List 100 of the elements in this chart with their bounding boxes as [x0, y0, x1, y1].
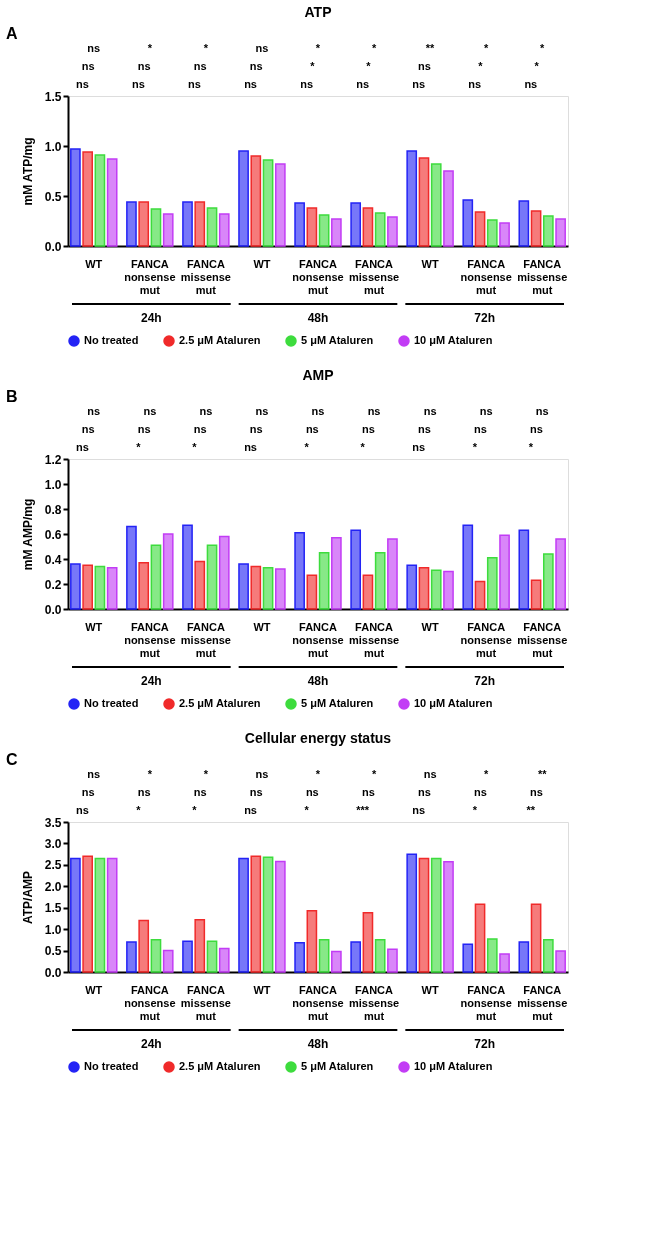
bar	[182, 940, 193, 973]
y-axis-title: mM AMP/mg	[20, 498, 35, 571]
text: *	[528, 441, 534, 453]
y-tick-label: 3.5	[44, 815, 62, 830]
bar	[206, 207, 218, 247]
bar	[418, 857, 430, 973]
bar	[462, 524, 474, 610]
text: *	[192, 804, 198, 816]
bar	[499, 953, 510, 973]
bar	[499, 534, 510, 610]
text: ns	[244, 78, 257, 90]
bar	[486, 938, 498, 973]
text: ns	[199, 405, 213, 417]
bar	[150, 939, 162, 973]
x-tick-label: FANCA nonsense mut	[124, 257, 176, 296]
x-tick-label: WT	[253, 983, 271, 996]
bar	[518, 941, 530, 973]
bar	[218, 947, 230, 973]
bar	[462, 943, 474, 973]
y-tick-label: 1.2	[44, 452, 62, 467]
text: ns	[87, 768, 101, 780]
bar	[194, 560, 206, 610]
bar	[555, 538, 566, 610]
bar	[250, 155, 262, 247]
text: ns	[87, 405, 101, 417]
text: ns	[311, 405, 325, 417]
text: ns	[255, 405, 269, 417]
bar	[294, 202, 305, 247]
text: ns	[75, 78, 89, 90]
bar	[331, 950, 342, 973]
text: *	[136, 441, 142, 453]
y-tick-label: 0.6	[44, 527, 62, 542]
bar	[138, 201, 150, 247]
text: 24h	[140, 1037, 162, 1051]
bar	[362, 912, 374, 973]
legend-label: No treated	[84, 697, 139, 709]
text: ns	[535, 405, 549, 417]
bar	[306, 909, 318, 973]
bar	[106, 158, 118, 247]
bar	[418, 157, 430, 247]
bar	[462, 199, 474, 247]
bar	[443, 570, 454, 610]
x-tick-label: FANCA missense mut	[180, 620, 231, 659]
text: *	[203, 768, 209, 780]
bar	[362, 574, 374, 610]
text: 48h	[307, 674, 329, 688]
bar	[138, 919, 150, 973]
y-tick-label: 2.5	[44, 858, 62, 873]
y-tick-label: 1.0	[44, 477, 62, 492]
text: 72h	[474, 311, 496, 325]
bar	[70, 148, 81, 247]
bar	[486, 219, 498, 247]
text: C	[6, 751, 18, 768]
y-tick-label: 0.5	[44, 189, 62, 204]
x-tick-label: FANCA nonsense mut	[292, 620, 344, 659]
y-tick-label: 0.0	[44, 602, 62, 617]
y-axis-title: ATP/AMP	[20, 870, 35, 925]
bar	[306, 207, 318, 247]
bar	[94, 154, 106, 247]
y-tick-label: 3.0	[44, 836, 62, 851]
text: 48h	[307, 311, 329, 325]
bar	[530, 903, 542, 973]
bar	[126, 201, 137, 247]
y-tick-label: 0.4	[44, 552, 62, 567]
legend-label: No treated	[84, 334, 139, 346]
text: ns	[524, 78, 538, 90]
bar	[530, 210, 542, 247]
bar	[374, 212, 386, 247]
x-tick-label: FANCA missense mut	[517, 620, 568, 659]
text: ns	[244, 441, 257, 453]
legend-label: 5 μM Ataluren	[301, 334, 374, 346]
text: ns	[143, 405, 157, 417]
x-tick-label: FANCA nonsense mut	[460, 257, 512, 296]
bar	[499, 222, 510, 247]
text: **	[425, 42, 436, 54]
bar	[70, 857, 81, 973]
bar	[486, 557, 498, 610]
legend-label: 2.5 μM Ataluren	[179, 334, 261, 346]
text: ns	[530, 423, 543, 435]
bar	[238, 857, 249, 973]
text: *	[136, 804, 142, 816]
x-tick-label: WT	[421, 257, 439, 270]
bar	[274, 568, 286, 610]
bar	[318, 214, 330, 247]
x-tick-label: WT	[253, 620, 271, 633]
bar	[82, 855, 93, 973]
text: ns	[305, 786, 319, 798]
text: *	[484, 768, 490, 780]
bar	[318, 552, 330, 610]
text: ns	[137, 60, 151, 72]
text: ns	[87, 42, 101, 54]
chart-title: AMP	[302, 367, 334, 383]
x-tick-label: FANCA nonsense mut	[292, 983, 344, 1022]
text: *	[472, 441, 478, 453]
text: ns	[412, 78, 426, 90]
bar	[94, 857, 106, 973]
bar	[94, 565, 106, 610]
x-tick-label: FANCA missense mut	[180, 257, 231, 296]
bar	[262, 856, 274, 973]
bar	[162, 533, 174, 610]
